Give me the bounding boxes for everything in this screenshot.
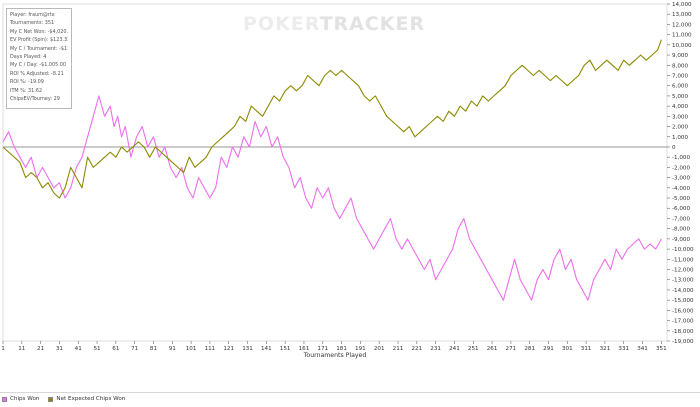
y-tick-label: 1,000 [672,135,688,141]
y-tick-label: 8,000 [672,63,688,69]
x-tick-label: 271 [506,346,517,352]
x-tick-label: 141 [261,346,272,352]
x-tick-label: 161 [299,346,310,352]
y-tick-label: -7,000 [672,216,690,222]
stat-tournaments: Tournaments: 351 [10,20,55,27]
stat-per-tournament: My C / Tournament: -$11.45 [10,45,68,52]
chart-legend: Chips Won Net Expected Chips Won [2,393,134,405]
y-tick-label: 10,000 [672,43,692,49]
x-tick-label: 341 [637,346,648,352]
series-line-chips-won [2,95,662,301]
y-tick-label: 4,000 [672,104,688,110]
x-tick-label: 11 [18,346,26,352]
y-tick-label: -13,000 [672,278,694,284]
x-tick-label: 51 [93,346,101,352]
y-tick-label: 3,000 [672,114,688,120]
legend-frame [0,392,700,407]
y-tick-label: 7,000 [672,73,688,79]
x-axis-title: Tournaments Played [303,352,367,359]
y-tick-label: -9,000 [672,237,690,243]
stat-player: Player: fraum@rtx [10,12,55,18]
y-tick-label: 2,000 [672,125,688,131]
y-tick-label: -10,000 [672,247,694,253]
plot-area [2,3,668,342]
y-tick-label: -1,000 [672,155,690,161]
x-tick-label: 71 [131,346,139,352]
y-tick-label: -16,000 [672,308,694,314]
x-tick-label: 241 [449,346,460,352]
x-tick-label: 331 [618,346,629,352]
stat-days-played: Days Played: 4 [10,54,47,61]
x-tick-label: 21 [37,346,45,352]
y-tick-label: -15,000 [672,298,694,304]
y-tick-label: -18,000 [672,329,694,335]
x-tick-label: 171 [317,346,328,352]
y-tick-label: -6,000 [672,206,690,212]
pokertracker-watermark: POKERTRACKER [243,13,426,35]
x-tick-label: 111 [205,346,216,352]
x-tick-label: 191 [355,346,366,352]
x-tick-label: 311 [581,346,592,352]
series-line-net-expected [2,39,662,199]
y-tick-label: -11,000 [672,257,694,263]
legend-label-net-expected: Net Expected Chips Won [56,396,126,402]
x-tick-label: 291 [543,346,554,352]
x-tick-label: 181 [336,346,347,352]
legend-swatch-chips-won [2,396,7,402]
y-tick-label: 6,000 [672,84,688,90]
x-tick-label: 101 [186,346,197,352]
x-tick-label: 41 [75,346,83,352]
y-tick-label: -19,000 [672,339,694,345]
stat-ev-profit: EV Profit (Spin): $123.33 [10,37,68,44]
x-tick-label: 201 [374,346,385,352]
y-tick-label: 9,000 [672,53,688,59]
legend-item-net-expected[interactable]: Net Expected Chips Won [48,396,125,402]
stat-roi-adjusted: ROI % Adjusted: -8.21 [10,70,64,77]
y-tick-label: -5,000 [672,196,690,202]
legend-item-chips-won[interactable]: Chips Won [2,396,39,402]
x-tick-label: 351 [656,346,667,352]
stat-net-won: My C Net Won: -$4,020.00 [10,28,68,35]
y-tick-label: 0 [672,145,676,151]
y-tick-label: 11,000 [672,33,692,39]
y-tick-label: -12,000 [672,268,694,274]
y-tick-label: 12,000 [672,22,692,28]
y-tick-label: -2,000 [672,165,690,171]
stat-chipsev: ChipsEV/Tourney: 29 [10,96,60,103]
stat-per-day: My C / Day: -$1,005.00 [10,62,66,69]
x-tick-label: 81 [150,346,158,352]
x-tick-label: 91 [169,346,177,352]
x-tick-label: 151 [280,346,291,352]
legend-swatch-net-expected [48,396,54,402]
y-tick-label: -14,000 [672,288,694,294]
x-tick-label: 301 [562,346,573,352]
x-tick-label: 31 [56,346,64,352]
y-tick-label: -3,000 [672,176,690,182]
x-tick-label: 251 [468,346,479,352]
x-tick-label: 231 [430,346,441,352]
x-tick-label: 281 [524,346,535,352]
y-tick-label: 5,000 [672,94,688,100]
y-tick-label: -4,000 [672,186,690,192]
x-tick-label: 131 [242,346,253,352]
x-tick-label: 61 [112,346,120,352]
x-tick-label: 261 [487,346,498,352]
stat-itm: ITM %: 31.62 [10,87,43,94]
x-tick-label: 321 [600,346,611,352]
y-tick-label: 14,000 [672,2,692,8]
x-tick-label: 211 [393,346,404,352]
stats-summary-box: Player: fraum@rtx Tournaments: 351 My C … [6,8,72,109]
y-tick-label: -8,000 [672,227,690,233]
x-tick-label: 121 [223,346,234,352]
y-tick-label: -17,000 [672,319,694,325]
stat-roi: ROI %: -19.09 [10,79,44,86]
legend-label-chips-won: Chips Won [10,396,40,402]
x-tick-label: 221 [411,346,422,352]
y-tick-label: 13,000 [672,12,692,18]
x-tick-label: 1 [1,346,5,352]
